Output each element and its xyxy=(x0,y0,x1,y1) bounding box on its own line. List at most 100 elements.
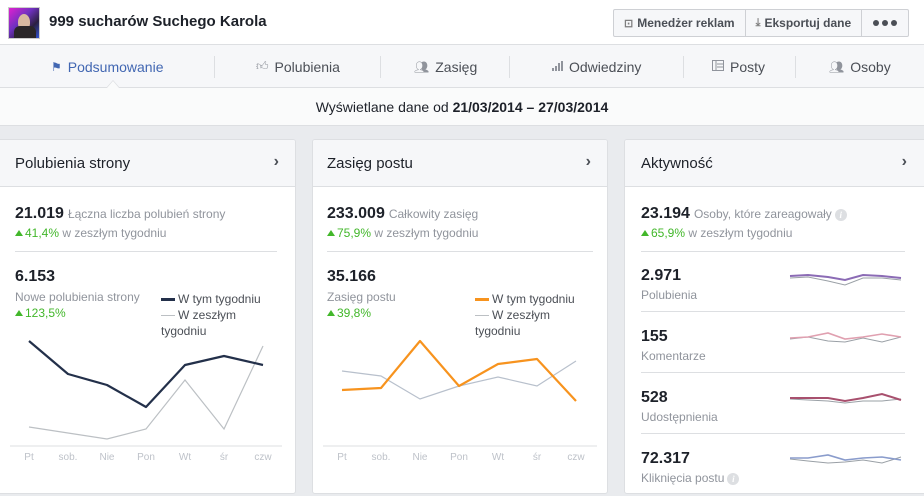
page-header: 999 sucharów Suchego Karola ⊡ Menedżer r… xyxy=(0,0,924,45)
new-likes-value: 6.153 xyxy=(15,268,56,285)
total-engagement-label: Osoby, które zareagowały xyxy=(693,207,832,221)
tab-label: Polubienia xyxy=(274,58,340,75)
chart-legend: W tym tygodniu W zeszłym tygodniu xyxy=(475,291,585,339)
tab-odwiedziny[interactable]: Odwiedziny xyxy=(552,45,641,88)
total-reach-delta: 75,9% w zeszłym tygodniu xyxy=(327,226,478,240)
x-label: Pon xyxy=(137,452,155,463)
legend-label: W tym tygodniu xyxy=(178,292,261,306)
new-likes-line-chart xyxy=(10,340,282,447)
comments-sparkline xyxy=(789,332,902,343)
total-likes-label: Łączna liczba polubień strony xyxy=(67,207,226,221)
ads-manager-label: Menedżer reklam xyxy=(637,16,735,30)
tab-osoby[interactable]: 👥︎ Osoby xyxy=(829,45,891,88)
likes-count-label: Polubienia xyxy=(641,288,698,302)
post-reach-line-chart xyxy=(323,339,597,447)
total-reach-label: Całkowity zasięg xyxy=(388,207,479,221)
chevron-right-icon[interactable]: › xyxy=(273,153,279,170)
x-label: Wt xyxy=(491,452,505,463)
post-reach-label: Zasięg postu xyxy=(327,290,396,304)
tab-polubienia[interactable]: 👍︎ Polubienia xyxy=(256,45,340,88)
legend-swatch xyxy=(161,298,175,302)
divider xyxy=(641,251,905,252)
tab-label: Zasięg xyxy=(435,58,478,75)
export-data-button[interactable]: ⤓ Eksportuj dane xyxy=(746,10,863,36)
x-label: Nie xyxy=(412,452,428,463)
delta-percent: 123,5% xyxy=(25,306,66,320)
export-data-label: Eksportuj dane xyxy=(764,16,852,30)
delta-suffix: w zeszłym tygodniu xyxy=(62,226,167,240)
delta-suffix: w zeszłym tygodniu xyxy=(688,226,793,240)
divider xyxy=(327,251,593,252)
active-tab-caret xyxy=(106,80,120,88)
legend-last-week: W zeszłym tygodniu xyxy=(475,307,585,339)
tab-podsumowanie[interactable]: ⚑ Podsumowanie xyxy=(51,45,164,88)
post-reach-value: 35.166 xyxy=(327,268,376,285)
legend-last-week: W zeszłym tygodniu xyxy=(161,307,271,339)
up-arrow-icon xyxy=(641,230,649,236)
comments-count-label: Komentarze xyxy=(641,349,706,363)
x-label: sob. xyxy=(371,452,391,463)
legend-label: W tym tygodniu xyxy=(492,292,575,306)
tab-label: Osoby xyxy=(850,58,891,75)
x-label: Pon xyxy=(450,452,468,463)
likes-sparkline xyxy=(789,273,902,286)
delta-percent: 65,9% xyxy=(651,226,686,240)
likes-count-value: 2.971 xyxy=(641,267,682,284)
total-engagement-delta: 65,9% w zeszłym tygodniu xyxy=(641,226,792,240)
up-arrow-icon xyxy=(327,230,335,236)
x-label: śr xyxy=(532,452,542,463)
legend-label: W zeszłym tygodniu xyxy=(161,308,236,338)
new-likes-delta: 123,5% xyxy=(15,306,66,320)
info-icon[interactable]: i xyxy=(834,209,847,221)
people-icon: 👥︎ xyxy=(414,59,430,74)
tab-divider xyxy=(683,56,684,78)
up-arrow-icon xyxy=(327,310,335,316)
ads-manager-icon: ⊡ xyxy=(624,17,634,30)
delta-percent: 39,8% xyxy=(337,306,372,320)
engagement-card: Aktywność › 23.194 Osoby, które zareagowa… xyxy=(624,139,924,494)
ads-manager-button[interactable]: ⊡ Menedżer reklam xyxy=(614,10,746,36)
page-avatar[interactable] xyxy=(8,7,40,39)
total-engagement-value: 23.194 xyxy=(641,205,690,222)
legend-this-week: W tym tygodniu xyxy=(475,291,585,307)
divider xyxy=(641,433,905,434)
more-icon xyxy=(873,20,898,26)
card-title: Polubienia strony xyxy=(15,155,131,172)
divider xyxy=(641,372,905,373)
tab-label: Podsumowanie xyxy=(67,58,164,75)
x-label: czw xyxy=(567,452,585,463)
total-likes-value: 21.019 xyxy=(15,205,64,222)
comments-count-value: 155 xyxy=(641,328,668,345)
page-likes-card-header[interactable]: Polubienia strony › xyxy=(0,140,295,187)
card-title: Zasięg postu xyxy=(327,155,413,172)
divider xyxy=(641,311,905,312)
info-icon[interactable]: i xyxy=(727,473,740,485)
engagement-card-header[interactable]: Aktywność › xyxy=(625,140,924,187)
divider xyxy=(15,251,277,252)
legend-label: W zeszłym tygodniu xyxy=(475,308,550,338)
shares-count-label: Udostępnienia xyxy=(641,410,718,424)
chevron-right-icon[interactable]: › xyxy=(585,153,591,170)
more-options-button[interactable] xyxy=(862,10,908,36)
tab-zasieg[interactable]: 👥︎ Zasięg xyxy=(414,45,477,88)
x-label: śr xyxy=(219,452,229,463)
legend-this-week: W tym tygodniu xyxy=(161,291,271,307)
post-reach-card-header[interactable]: Zasięg postu › xyxy=(313,140,607,187)
date-range-value: 21/03/2014 – 27/03/2014 xyxy=(452,99,609,115)
delta-percent: 41,4% xyxy=(25,226,60,240)
header-actions: ⊡ Menedżer reklam ⤓ Eksportuj dane xyxy=(613,9,910,37)
post-reach-card: Zasięg postu › 233.009 Całkowity zasięg 7… xyxy=(312,139,608,494)
date-range-prefix: Wyświetlane dane od xyxy=(315,99,449,115)
tab-posty[interactable]: Posty xyxy=(712,45,765,88)
post-clicks-label-wrap: Kliknięcia postu i xyxy=(641,471,740,485)
tab-label: Posty xyxy=(730,58,766,75)
post-clicks-value: 72.317 xyxy=(641,450,690,467)
up-arrow-icon xyxy=(15,230,23,236)
x-label: Wt xyxy=(178,452,192,463)
total-reach-value: 233.009 xyxy=(327,205,385,222)
legend-swatch xyxy=(475,298,489,302)
page-title[interactable]: 999 sucharów Suchego Karola xyxy=(49,13,267,30)
tab-divider xyxy=(214,56,215,78)
chevron-right-icon[interactable]: › xyxy=(901,153,907,170)
new-likes-label: Nowe polubienia strony xyxy=(15,290,140,304)
